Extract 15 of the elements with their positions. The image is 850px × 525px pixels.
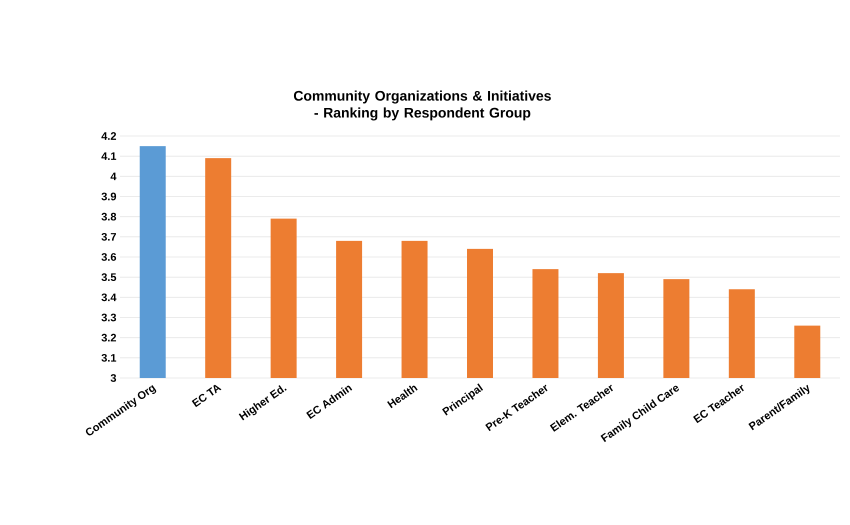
x-tick-label: EC TA [192,384,222,408]
y-tick-label: 3.4 [101,293,116,302]
y-tick-label: 3.8 [101,212,116,221]
y-tick-label: 3.5 [101,273,116,282]
chart-title: Community Organizations & Initiatives - Ranking by Respondent Group [294,90,551,120]
y-tick-label: 3.1 [101,354,116,362]
y-tick-label: 3.2 [101,334,116,342]
y-tick-label: 3.6 [101,253,116,261]
y-tick-label: 4.2 [101,132,116,140]
y-tick-label: 4.1 [101,152,116,160]
y-tick-label: 3.7 [101,232,116,241]
y-tick-label: 4 [110,172,116,180]
y-tick-label: 3 [110,374,116,382]
y-tick-label: 3.3 [101,314,116,322]
y-tick-label: 3.9 [101,192,116,200]
